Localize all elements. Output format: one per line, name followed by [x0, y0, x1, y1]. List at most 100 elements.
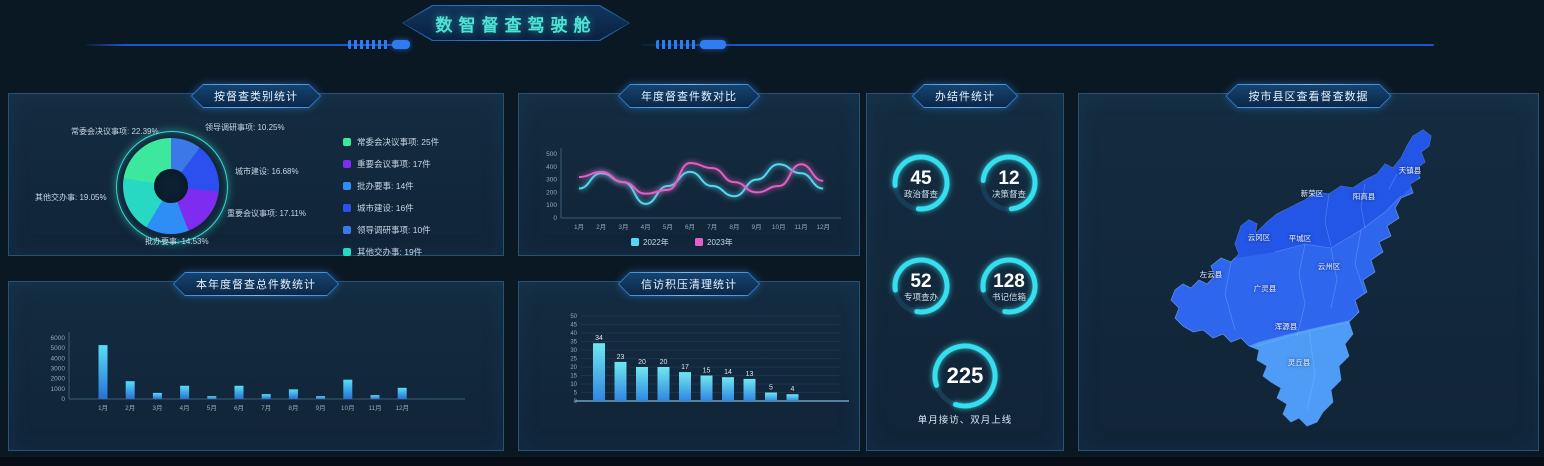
svg-text:9月: 9月 [316, 404, 326, 412]
petition-bar[interactable] [765, 392, 777, 402]
pie-legend-item[interactable]: 其他交办事: 19件 [343, 246, 439, 258]
svg-text:决策督查: 决策督查 [992, 189, 1027, 199]
panel-year-total-title: 本年度督查总件数统计 [174, 273, 338, 295]
title-banner: 数智督查驾驶舱 [402, 5, 630, 41]
panel-category-title: 按督查类别统计 [192, 85, 320, 107]
map-region-label[interactable]: 天镇县 [1399, 165, 1422, 175]
panel-map-title: 按市县区查看督查数据 [1227, 85, 1391, 107]
year-total-bar[interactable] [288, 389, 298, 399]
svg-text:300: 300 [546, 177, 557, 184]
pie-legend-item[interactable]: 领导调研事项: 10件 [343, 224, 439, 236]
svg-text:128: 128 [993, 271, 1025, 292]
map-region-label[interactable]: 浑源县 [1275, 322, 1298, 331]
svg-text:8月: 8月 [288, 404, 298, 412]
pie-callout-label: 常委会决议事项: 22.39% [71, 127, 159, 136]
gauge-monthly: 225 [932, 343, 998, 409]
svg-text:0: 0 [61, 396, 65, 403]
year-total-bar[interactable] [316, 396, 326, 399]
svg-text:6月: 6月 [234, 404, 244, 412]
svg-text:23: 23 [617, 354, 625, 361]
svg-text:3月: 3月 [618, 223, 628, 231]
svg-text:100: 100 [546, 202, 557, 209]
panel-completed: 办结件统计 45 政治督查 12 决策督查 52 专项查办 128 书记信箱 225 单月接访、… [866, 93, 1064, 451]
petition-bar[interactable] [679, 372, 691, 401]
petition-bar[interactable] [593, 343, 605, 401]
completed-gauges: 45 政治督查 12 决策督查 52 专项查办 128 书记信箱 225 [867, 94, 1063, 450]
svg-text:45: 45 [570, 323, 577, 329]
pie-callout-label: 批办要事: 14.53% [145, 237, 209, 246]
svg-text:0: 0 [574, 399, 578, 405]
map-region-label[interactable]: 阳高县 [1353, 191, 1376, 201]
map-region-label[interactable]: 左云县 [1200, 269, 1223, 279]
map-region-label[interactable]: 广灵县 [1254, 283, 1277, 293]
year-total-bar[interactable] [152, 392, 162, 399]
panel-annual-compare: 年度督查件数对比 0 100 200 300 400 500 1月 2月 3月 4月 5月 6月 7月 8… [518, 93, 860, 256]
year-total-bar[interactable] [343, 379, 353, 399]
map-region-label[interactable]: 云冈区 [1248, 233, 1271, 242]
petition-bar[interactable] [700, 375, 713, 402]
year-total-bar[interactable] [370, 395, 380, 399]
pie-callout-label: 重要会议事项: 17.11% [227, 209, 306, 218]
header-pill-right [700, 40, 726, 49]
panel-annual-tab: 年度督查件数对比 [618, 84, 760, 108]
year-total-bar[interactable] [98, 345, 108, 399]
svg-text:12月: 12月 [816, 223, 830, 231]
year-total-bar[interactable] [234, 385, 244, 399]
map-region-label[interactable]: 平城区 [1289, 234, 1312, 243]
svg-text:40: 40 [570, 331, 577, 337]
panel-petition: 信访积压清理统计 0 5 10 15 20 25 30 35 40 45 50 34 23 20 20 17 1… [518, 281, 860, 451]
svg-text:225: 225 [947, 363, 984, 388]
petition-bar[interactable] [614, 361, 627, 401]
pie-callout-label: 领导调研事项: 10.25% [205, 123, 285, 132]
pie-legend-item[interactable]: 常委会决议事项: 25件 [343, 136, 439, 148]
map-region-label[interactable]: 云州区 [1318, 262, 1341, 271]
legend-label: 其他交办事: 19件 [357, 247, 423, 257]
line-legend-item[interactable]: 2023年 [695, 237, 733, 247]
svg-text:5000: 5000 [51, 345, 66, 352]
pie-legend-item[interactable]: 批办要事: 14件 [343, 180, 439, 192]
svg-text:2月: 2月 [596, 223, 606, 231]
header-hatch-right [656, 40, 698, 49]
svg-text:12: 12 [998, 168, 1019, 189]
legend-swatch [343, 160, 351, 168]
svg-text:2月: 2月 [125, 404, 135, 412]
map-region-label[interactable]: 新荣区 [1301, 188, 1324, 198]
legend-label: 重要会议事项: 17件 [357, 159, 431, 169]
legend-swatch [343, 138, 351, 146]
petition-bar[interactable] [743, 378, 756, 401]
petition-bar[interactable] [722, 377, 734, 401]
svg-text:9月: 9月 [752, 223, 762, 231]
year-total-bar[interactable] [397, 387, 407, 399]
panel-petition-title: 信访积压清理统计 [619, 273, 759, 295]
map-region-label[interactable]: 灵丘县 [1288, 358, 1311, 367]
year-total-bar[interactable] [125, 381, 135, 399]
legend-label: 批办要事: 14件 [357, 181, 414, 191]
year-total-bar[interactable] [261, 394, 271, 399]
petition-bar[interactable] [636, 367, 648, 401]
legend-label: 常委会决议事项: 25件 [357, 137, 440, 147]
svg-text:1月: 1月 [574, 223, 584, 231]
line-legend-item[interactable]: 2022年 [631, 237, 669, 247]
panel-map-tab: 按市县区查看督查数据 [1226, 84, 1392, 108]
svg-text:500: 500 [546, 151, 557, 158]
svg-text:0: 0 [553, 215, 557, 222]
svg-text:400: 400 [546, 164, 557, 171]
pie-legend-item[interactable]: 城市建设: 16件 [343, 202, 439, 214]
panel-annual-title: 年度督查件数对比 [619, 85, 759, 107]
pie-legend-item[interactable]: 重要会议事项: 17件 [343, 158, 439, 170]
year-total-bar[interactable] [180, 385, 190, 399]
legend-swatch [343, 248, 351, 256]
svg-text:7月: 7月 [707, 223, 717, 231]
petition-bar[interactable] [786, 394, 799, 401]
svg-text:3000: 3000 [51, 366, 66, 373]
legend-swatch [343, 204, 351, 212]
legend-label: 领导调研事项: 10件 [357, 225, 431, 235]
pie-callout-label: 其他交办事: 19.05% [35, 193, 107, 202]
panel-category-tab: 按督查类别统计 [191, 84, 321, 108]
year-total-bar[interactable] [207, 396, 217, 399]
panel-category-stats: 按督查类别统计 领导调研事项: 10.25% 城市建设: 16.68% 重要会议事项… [8, 93, 504, 258]
petition-bar[interactable] [657, 367, 670, 401]
